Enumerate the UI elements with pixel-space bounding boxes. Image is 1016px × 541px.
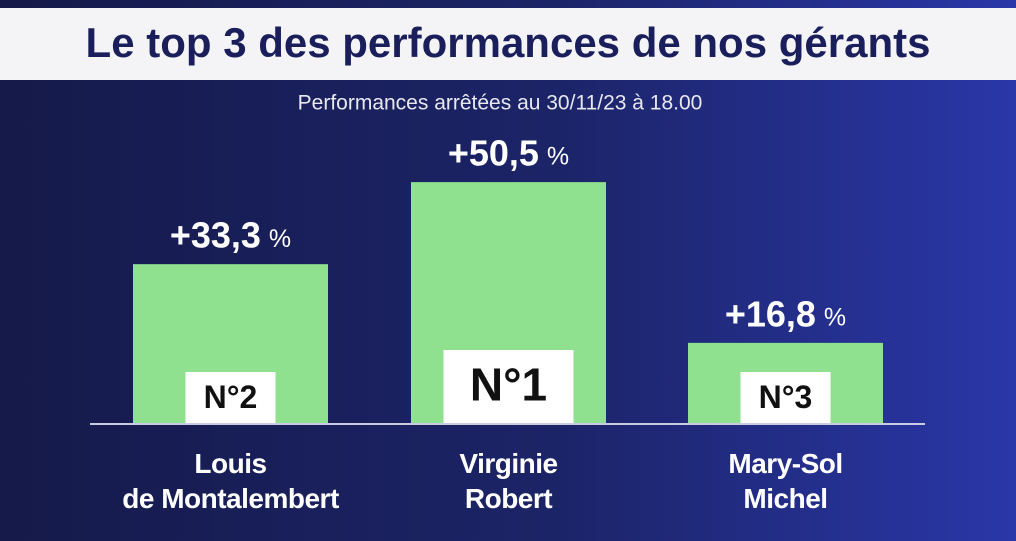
rank-badge xyxy=(185,372,276,423)
rank-badge xyxy=(740,372,831,423)
value-unit: % xyxy=(824,303,846,331)
rank-label: N°3 xyxy=(759,379,813,415)
value-label: +50,5 xyxy=(448,133,539,174)
value-label: +33,3 xyxy=(170,215,261,256)
chart-subtitle: Performances arrêtées au 30/11/23 à 18.0… xyxy=(298,92,703,115)
rank-label: N°2 xyxy=(204,379,258,415)
title-band xyxy=(0,8,1016,80)
rank-label: N°1 xyxy=(470,359,547,411)
category-label: Mary-Sol Michel xyxy=(728,448,843,514)
rank-badge xyxy=(443,350,574,423)
value-unit: % xyxy=(269,225,291,253)
value-unit: % xyxy=(547,143,569,171)
chart-title: Le top 3 des performances de nos gérants xyxy=(86,19,931,66)
category-label: Louis de Montalembert xyxy=(122,448,339,514)
category-label: Virginie Robert xyxy=(459,448,558,514)
value-label: +16,8 xyxy=(725,293,816,334)
